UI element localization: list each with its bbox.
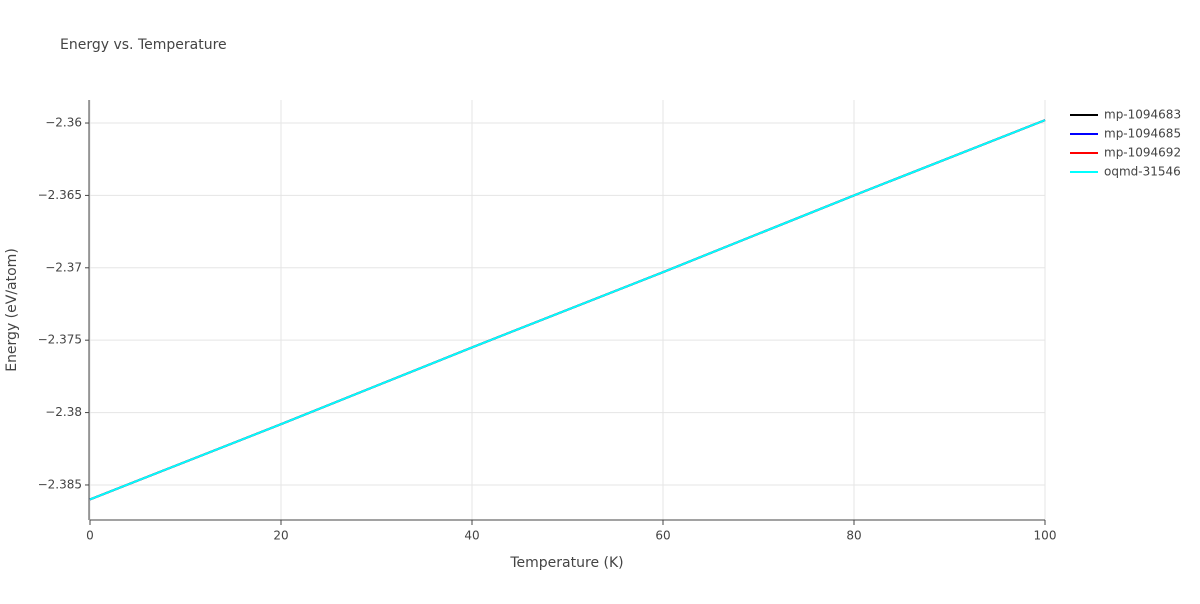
legend-label: mp-1094683 — [1104, 108, 1181, 122]
x-tick-label: 20 — [273, 529, 288, 543]
legend-label: mp-1094685 — [1104, 127, 1181, 141]
y-axis-title: Energy (eV/atom) — [4, 248, 20, 372]
x-tick-label: 40 — [464, 529, 479, 543]
x-tick-label: 60 — [655, 529, 670, 543]
y-tick-label: −2.385 — [38, 477, 82, 491]
x-tick-label: 100 — [1034, 529, 1057, 543]
legend-label: mp-1094692 — [1104, 146, 1181, 160]
series-line — [89, 119, 1046, 501]
y-tick-label: −2.365 — [38, 188, 82, 202]
y-tick-label: −2.375 — [38, 333, 82, 347]
chart-title: Energy vs. Temperature — [60, 37, 227, 53]
legend-label: oqmd-31546 — [1104, 165, 1181, 179]
y-tick-label: −2.38 — [45, 405, 82, 419]
y-tick-label: −2.37 — [45, 260, 82, 274]
x-tick-label: 0 — [86, 529, 94, 543]
y-tick-label: −2.36 — [45, 116, 82, 130]
x-tick-label: 80 — [846, 529, 861, 543]
x-axis-title: Temperature (K) — [509, 555, 623, 571]
